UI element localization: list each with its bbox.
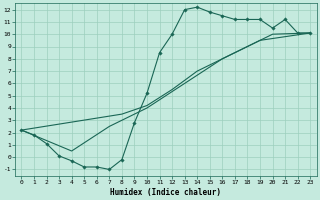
X-axis label: Humidex (Indice chaleur): Humidex (Indice chaleur) — [110, 188, 221, 197]
